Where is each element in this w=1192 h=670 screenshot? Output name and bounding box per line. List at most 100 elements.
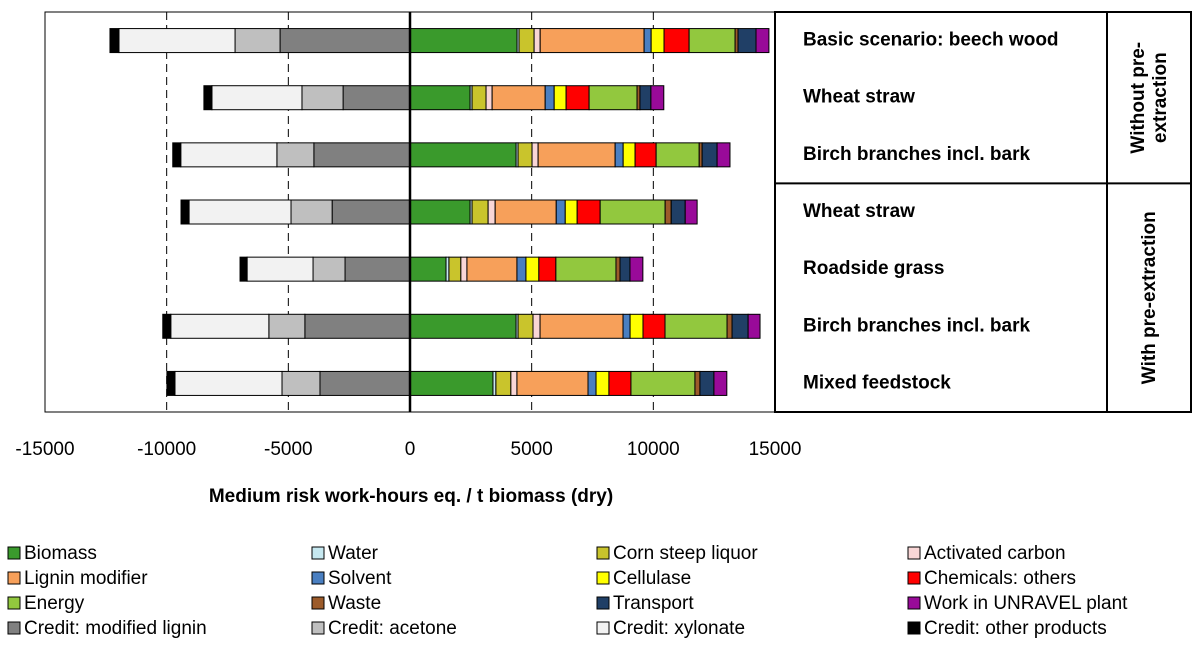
bar-segment	[180, 199, 190, 225]
bar-segment	[409, 199, 471, 225]
bar-segment	[409, 28, 518, 54]
bar-segment	[118, 28, 236, 54]
bar-segment	[639, 85, 652, 111]
bar-segment	[622, 313, 631, 339]
bar-segment	[694, 370, 701, 396]
legend-swatch	[907, 571, 921, 585]
group-label: With pre-extraction	[1139, 211, 1160, 384]
bar-segment	[587, 370, 597, 396]
legend-label: Cellulase	[613, 568, 691, 589]
category-label: Wheat straw	[803, 87, 915, 108]
legend-label: Credit: other products	[924, 618, 1107, 639]
bar-segment	[409, 313, 517, 339]
legend-swatch	[596, 596, 610, 610]
bar-segment	[532, 313, 541, 339]
legend-swatch	[311, 621, 325, 635]
bar-segment	[313, 142, 411, 168]
x-tick-label: 10000	[627, 439, 680, 460]
bar-segment	[460, 256, 468, 282]
bar-segment	[268, 313, 306, 339]
x-tick-label: 15000	[749, 439, 802, 460]
legend-swatch	[907, 546, 921, 560]
bar-segment	[485, 85, 493, 111]
x-tick-label: 0	[405, 439, 416, 460]
bar-segment	[109, 28, 120, 54]
bar-segment	[663, 28, 690, 54]
bar-segment	[495, 370, 512, 396]
bar-segment	[301, 85, 344, 111]
x-tick-label: -15000	[15, 439, 74, 460]
bar-segment	[539, 313, 624, 339]
legend-swatch	[596, 546, 610, 560]
bar-segment	[539, 28, 645, 54]
bar-segment	[701, 142, 718, 168]
bar-segment	[716, 142, 731, 168]
category-label: Birch branches incl. bark	[803, 144, 1030, 165]
bar-segment	[576, 199, 601, 225]
legend-label: Credit: modified lignin	[24, 618, 207, 639]
bar-segment	[699, 370, 715, 396]
legend-label: Waste	[328, 593, 381, 614]
bar-segment	[304, 313, 411, 339]
bar-segment	[634, 142, 657, 168]
bar-segment	[537, 142, 616, 168]
bar-segment	[642, 313, 666, 339]
bar-segment	[670, 199, 686, 225]
x-tick-label: -10000	[137, 439, 196, 460]
bar-segment	[525, 256, 540, 282]
legend-swatch	[7, 571, 21, 585]
legend-label: Water	[328, 543, 379, 564]
bar-segment	[516, 256, 527, 282]
legend-label: Transport	[613, 593, 694, 614]
bar-segment	[239, 256, 248, 282]
group-label: Without pre-	[1128, 42, 1149, 154]
bar-segment	[290, 199, 333, 225]
bar-segment	[172, 142, 182, 168]
bar-segment	[731, 313, 749, 339]
bar-segment	[471, 199, 489, 225]
bar-segment	[544, 85, 555, 111]
group-label: extraction	[1150, 52, 1171, 143]
bar-segment	[517, 313, 534, 339]
bar-segment	[518, 28, 535, 54]
category-label: Basic scenario: beech wood	[803, 30, 1059, 51]
legend-swatch	[907, 621, 921, 635]
bar-segment	[553, 85, 567, 111]
bar-segment	[166, 370, 176, 396]
bar-segment	[588, 85, 638, 111]
legend-swatch	[7, 596, 21, 610]
bar-segment	[533, 28, 541, 54]
bar-segment	[491, 85, 546, 111]
bar-segment	[312, 256, 346, 282]
bar-segment	[342, 85, 411, 111]
bar-segment	[494, 199, 557, 225]
category-label: Wheat straw	[803, 201, 915, 222]
bar-segment	[650, 28, 665, 54]
bar-segment	[466, 256, 518, 282]
bar-segment	[629, 256, 644, 282]
bar-segment	[565, 85, 590, 111]
bar-segment	[331, 199, 411, 225]
bar-segment	[747, 313, 761, 339]
bar-segment	[409, 256, 447, 282]
legend-label: Credit: xylonate	[613, 618, 745, 639]
bar-segment	[319, 370, 411, 396]
bar-segment	[622, 142, 636, 168]
bar-segment	[211, 85, 303, 111]
bar-segment	[162, 313, 172, 339]
bar-segment	[755, 28, 770, 54]
legend-label: Corn steep liquor	[613, 543, 758, 564]
category-label: Mixed feedstock	[803, 372, 951, 393]
bar-segment	[203, 85, 213, 111]
bar-segment	[650, 85, 665, 111]
bar-segment	[234, 28, 281, 54]
bar-segment	[487, 199, 496, 225]
bar-segment	[608, 370, 632, 396]
bar-segment	[409, 370, 494, 396]
category-label: Birch branches incl. bark	[803, 315, 1030, 336]
bar-segment	[643, 28, 652, 54]
bar-segment	[409, 85, 471, 111]
legend-swatch	[7, 621, 21, 635]
bar-segment	[655, 142, 700, 168]
